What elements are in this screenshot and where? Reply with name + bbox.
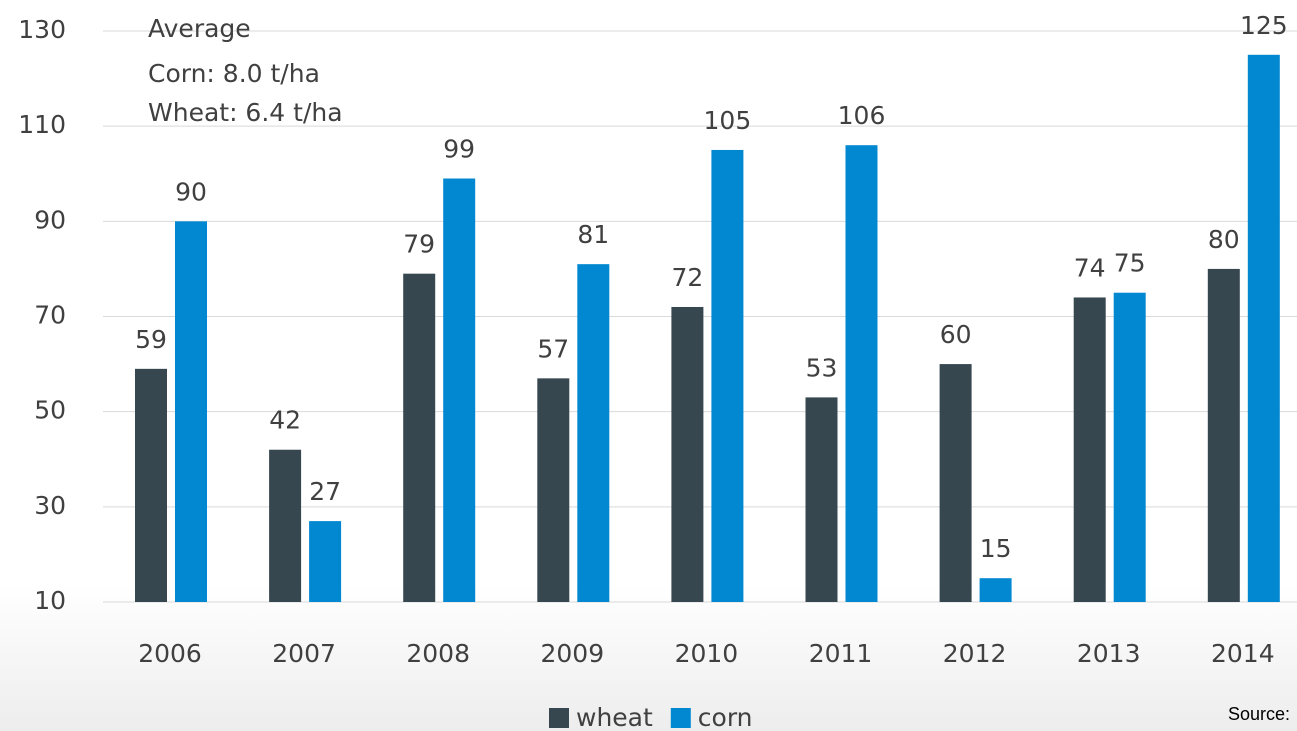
bar (1247, 54, 1280, 602)
bar (135, 368, 167, 602)
bar (845, 145, 878, 602)
data-label: 72 (671, 263, 703, 292)
y-tick-label: 90 (34, 205, 66, 234)
y-tick-label: 50 (34, 396, 66, 425)
data-label: 15 (980, 534, 1012, 563)
x-tick-label: 2008 (406, 639, 470, 668)
bars (135, 54, 1280, 603)
annotation: Average (148, 14, 251, 43)
data-label: 106 (838, 101, 886, 130)
data-label: 99 (443, 135, 475, 164)
bar (711, 149, 744, 603)
bar (939, 364, 972, 602)
x-tick-label: 2013 (1077, 639, 1141, 668)
x-tick-label: 2011 (809, 639, 873, 668)
legend-label: wheat (576, 703, 653, 731)
data-label: 60 (940, 320, 972, 349)
y-tick-label: 70 (34, 301, 66, 330)
data-label: 90 (175, 177, 207, 206)
bar (269, 449, 302, 602)
x-tick-label: 2014 (1211, 639, 1275, 668)
data-label: 125 (1240, 11, 1288, 40)
x-tick-label: 2006 (138, 639, 202, 668)
bar (403, 273, 436, 602)
bar (979, 578, 1012, 602)
x-tick-label: 2012 (943, 639, 1007, 668)
annotation: Wheat: 6.4 t/ha (148, 98, 343, 127)
data-label: 42 (269, 406, 301, 435)
annotation: Corn: 8.0 t/ha (148, 59, 320, 88)
bar (577, 264, 610, 602)
x-tick-label: 2007 (272, 639, 336, 668)
bar (309, 521, 342, 602)
data-label: 57 (537, 334, 569, 363)
bar (805, 397, 838, 602)
bar (175, 221, 207, 603)
bar (1207, 268, 1240, 602)
x-tick-label: 2010 (675, 639, 739, 668)
legend-swatch (670, 708, 691, 728)
x-tick-label: 2009 (540, 639, 604, 668)
data-label: 79 (403, 230, 435, 259)
y-tick-label: 130 (18, 15, 66, 44)
data-label: 105 (704, 106, 752, 135)
bar (1073, 297, 1106, 602)
data-label: 81 (577, 220, 609, 249)
bar (537, 378, 570, 602)
bar (443, 178, 476, 602)
legend-label: corn (698, 703, 753, 731)
data-label: 27 (309, 477, 341, 506)
y-tick-label: 110 (18, 110, 66, 139)
data-label: 59 (135, 325, 167, 354)
source: Source: (1228, 704, 1290, 724)
legend-swatch (549, 708, 569, 728)
bar (671, 306, 704, 602)
data-label: 74 (1074, 253, 1106, 282)
data-label: 75 (1114, 249, 1146, 278)
bar (1113, 292, 1146, 602)
data-label: 80 (1208, 225, 1240, 254)
data-label: 53 (806, 353, 838, 382)
y-tick-label: 10 (34, 586, 66, 615)
y-tick-label: 30 (34, 491, 66, 520)
